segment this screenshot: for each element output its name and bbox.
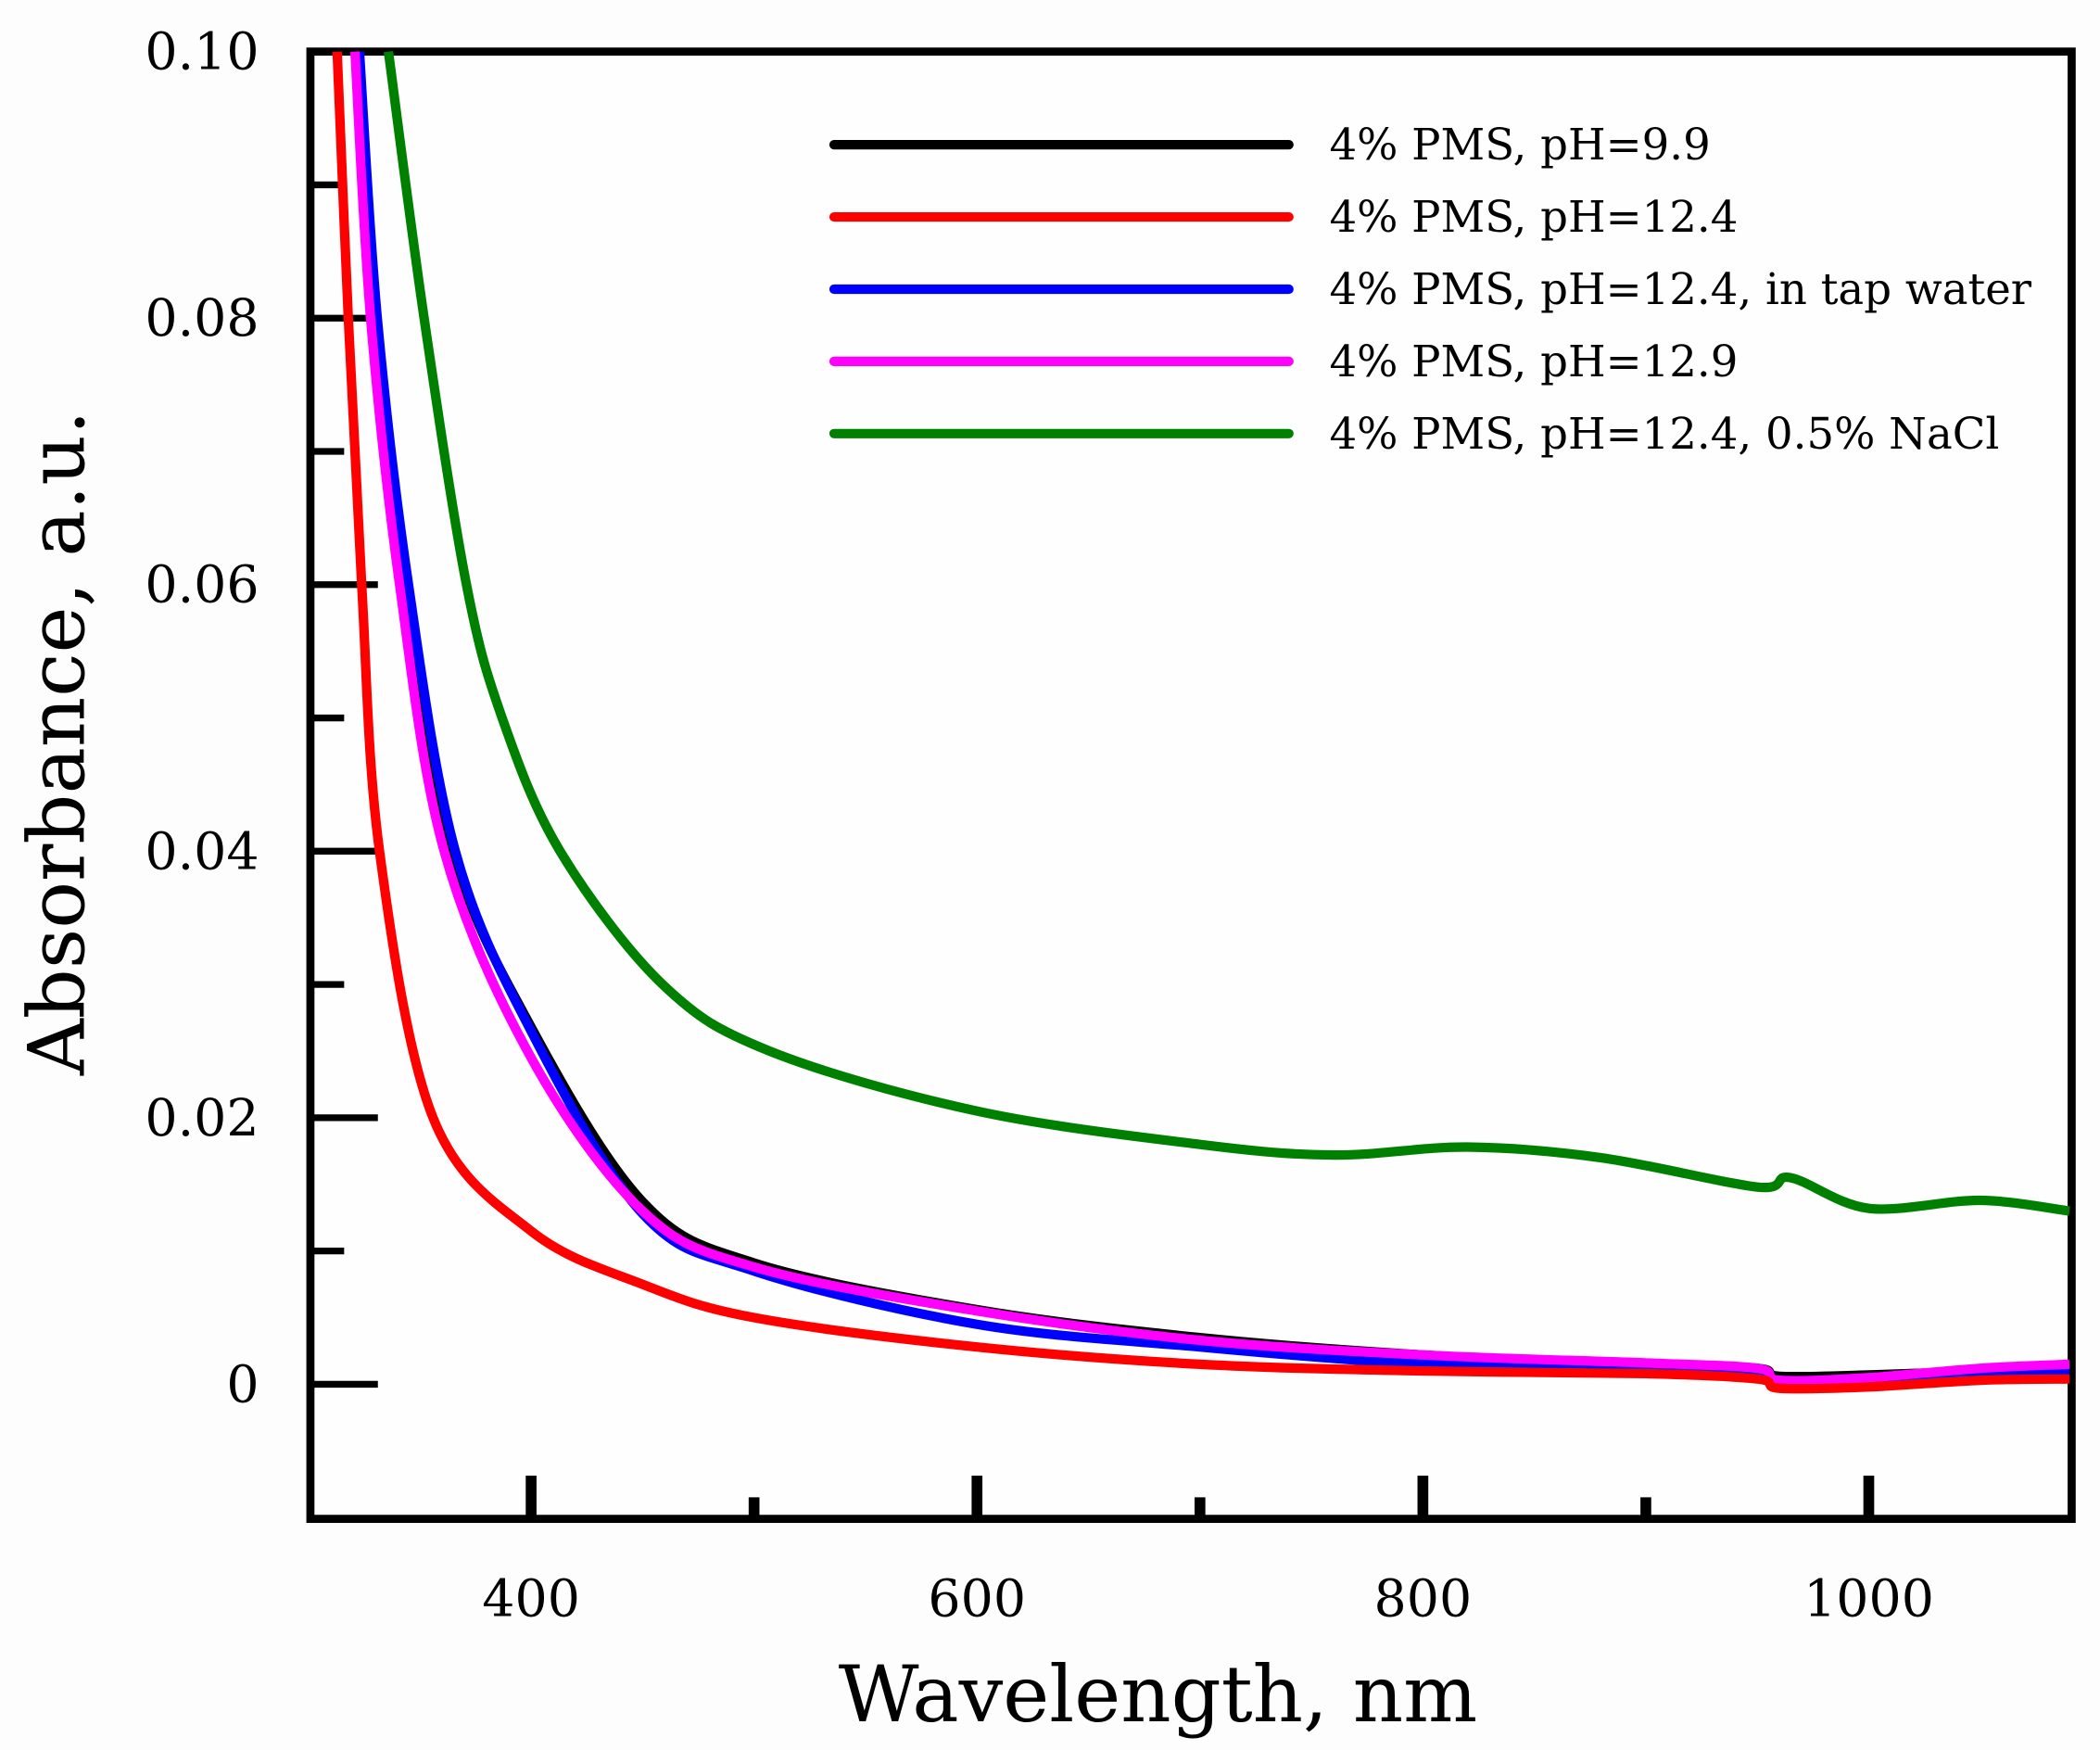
y-axis-label: Absorbance, a.u. bbox=[11, 410, 102, 1076]
legend-label: 4% PMS, pH=12.4, 0.5% NaCl bbox=[1329, 409, 1999, 459]
legend-label: 4% PMS, pH=12.4 bbox=[1329, 192, 1738, 242]
x-axis-label: Wavelength, nm bbox=[839, 1649, 1477, 1740]
y-tick-label: 0 bbox=[226, 1355, 259, 1414]
series-line-4 bbox=[349, 51, 2070, 1386]
series-lines bbox=[332, 50, 2070, 1394]
legend-label: 4% PMS, pH=12.4, in tap water bbox=[1329, 264, 2031, 314]
legend-label: 4% PMS, pH=9.9 bbox=[1329, 120, 1710, 170]
y-tick-label: 0.10 bbox=[145, 23, 259, 82]
y-tick-label: 0.06 bbox=[145, 556, 259, 615]
legend-label: 4% PMS, pH=12.9 bbox=[1329, 336, 1738, 387]
x-tick-label: 600 bbox=[928, 1570, 1026, 1630]
x-tick-label: 400 bbox=[482, 1570, 580, 1630]
axis-ticks: 0.10 0.08 0.06 0.04 0.02 0 400 600 800 1000 bbox=[145, 23, 1934, 1630]
series-line-5 bbox=[384, 50, 2070, 1216]
x-tick-label: 1000 bbox=[1803, 1570, 1934, 1630]
y-tick-label: 0.08 bbox=[145, 289, 259, 349]
y-tick-label: 0.04 bbox=[145, 822, 259, 881]
y-tick-label: 0.02 bbox=[145, 1089, 259, 1148]
series-line-2 bbox=[332, 51, 2070, 1394]
legend: 4% PMS, pH=9.9 4% PMS, pH=12.4 4% PMS, pH=… bbox=[829, 120, 2032, 459]
x-tick-label: 800 bbox=[1374, 1570, 1473, 1630]
